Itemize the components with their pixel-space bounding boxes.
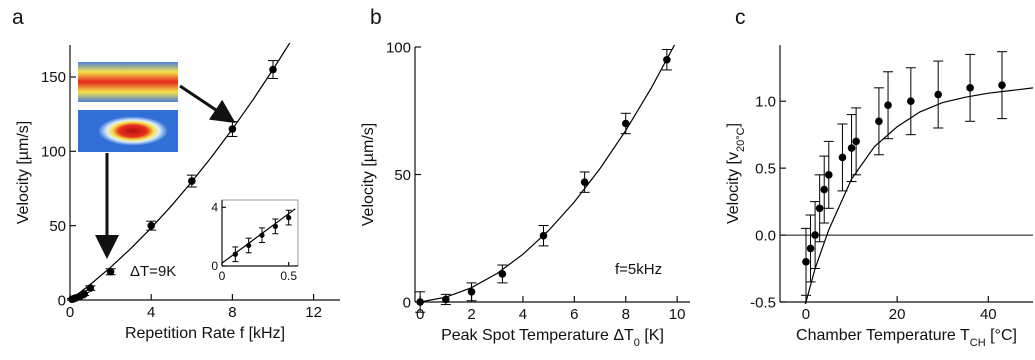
- data-point: [807, 245, 815, 253]
- x-tick-label: 8: [622, 306, 630, 323]
- axis-label: Repetition Rate f [kHz]: [125, 325, 285, 342]
- data-point: [622, 120, 630, 128]
- y-tick-label: 4: [211, 201, 218, 215]
- data-point: [540, 232, 548, 240]
- y-tick-label: 50: [394, 167, 411, 184]
- heatmap-image: [78, 62, 178, 102]
- data-point: [259, 233, 264, 238]
- x-tick-label: 12: [305, 304, 322, 321]
- label-part: [K]: [640, 327, 664, 344]
- data-point: [811, 231, 819, 239]
- data-point: [663, 56, 671, 64]
- data-point: [269, 66, 277, 74]
- x-tick-label: 40: [980, 306, 997, 323]
- axis-label: Velocity [µm/s]: [15, 121, 32, 224]
- x-tick-label: 2: [467, 306, 475, 323]
- y-tick-label: 0: [58, 292, 66, 309]
- label-part: Repetition Rate f [kHz]: [125, 325, 285, 342]
- data-point: [875, 117, 883, 125]
- fit-curve: [804, 88, 1034, 310]
- data-point: [581, 178, 589, 186]
- data-point: [852, 138, 860, 146]
- x-tick-label: 4: [519, 306, 527, 323]
- label-part: Velocity [µm/s]: [15, 121, 32, 224]
- data-point: [848, 144, 856, 152]
- x-tick-label: 0.5: [280, 269, 297, 283]
- axis-label: Peak Spot Temperature ΔT0 [K]: [441, 327, 664, 349]
- plot-area: [804, 88, 1034, 310]
- data-point: [839, 154, 847, 162]
- data-point: [884, 101, 892, 109]
- y-tick-label: 0: [403, 294, 411, 311]
- label-part: CH: [970, 337, 986, 349]
- x-tick-label: 6: [570, 306, 578, 323]
- data-point: [802, 258, 810, 266]
- data-point: [229, 125, 237, 133]
- panel-label: a: [12, 6, 24, 29]
- x-tick-label: 4: [147, 304, 155, 321]
- annotation: f=5kHz: [615, 261, 662, 278]
- label-part: ]: [725, 123, 742, 127]
- data-point: [907, 97, 915, 105]
- label-part: Peak Spot Temperature ΔT: [441, 327, 634, 344]
- label-part: 20°C: [735, 127, 747, 152]
- x-tick-label: 10: [669, 306, 686, 323]
- data-point: [966, 84, 974, 92]
- x-tick-label: 0: [802, 306, 810, 323]
- data-point: [80, 290, 88, 298]
- data-point: [273, 224, 278, 229]
- label-part: [°C]: [986, 327, 1017, 344]
- data-point: [820, 186, 828, 194]
- axis-label: Velocity [µm/s]: [360, 123, 377, 226]
- data-point: [246, 243, 251, 248]
- data-point: [468, 288, 476, 296]
- data-point: [416, 298, 424, 306]
- heatmap-image: [78, 110, 178, 152]
- label-part: Velocity [v: [725, 152, 742, 224]
- y-tick-label: 100: [386, 39, 411, 56]
- panel-label: c: [735, 6, 746, 29]
- data-point: [107, 268, 115, 276]
- annotation: ΔT=9K: [130, 263, 176, 280]
- arrow: [180, 86, 228, 118]
- data-point: [934, 91, 942, 99]
- y-tick-label: 1.0: [755, 93, 776, 110]
- x-tick-label: 0: [219, 269, 226, 283]
- y-tick-label: 0.5: [755, 160, 776, 177]
- label-part: Velocity [µm/s]: [360, 123, 377, 226]
- y-tick-label: 50: [49, 218, 66, 235]
- data-point: [499, 270, 507, 278]
- data-point: [188, 177, 196, 185]
- y-tick-label: -0.5: [750, 294, 776, 311]
- figure: 04812050100150aRepetition Rate f [kHz]Ve…: [0, 0, 1035, 360]
- x-tick-label: 20: [889, 306, 906, 323]
- data-point: [286, 215, 291, 220]
- axis-label: Chamber Temperature TCH [°C]: [796, 327, 1017, 349]
- data-point: [87, 284, 95, 292]
- y-tick-label: 150: [41, 69, 66, 86]
- y-tick-label: 0.0: [755, 227, 776, 244]
- y-tick-label: 0: [211, 259, 218, 273]
- label-part: Chamber Temperature T: [796, 327, 970, 344]
- data-point: [147, 222, 155, 230]
- x-tick-label: 8: [228, 304, 236, 321]
- data-point: [442, 296, 450, 304]
- data-point: [816, 205, 824, 213]
- axis-label: Velocity [v20°C]: [725, 123, 747, 224]
- x-tick-label: 0: [66, 304, 74, 321]
- panel-label: b: [370, 6, 382, 29]
- data-point: [233, 252, 238, 257]
- data-point: [998, 81, 1006, 89]
- y-tick-label: 100: [41, 144, 66, 161]
- data-point: [825, 171, 833, 179]
